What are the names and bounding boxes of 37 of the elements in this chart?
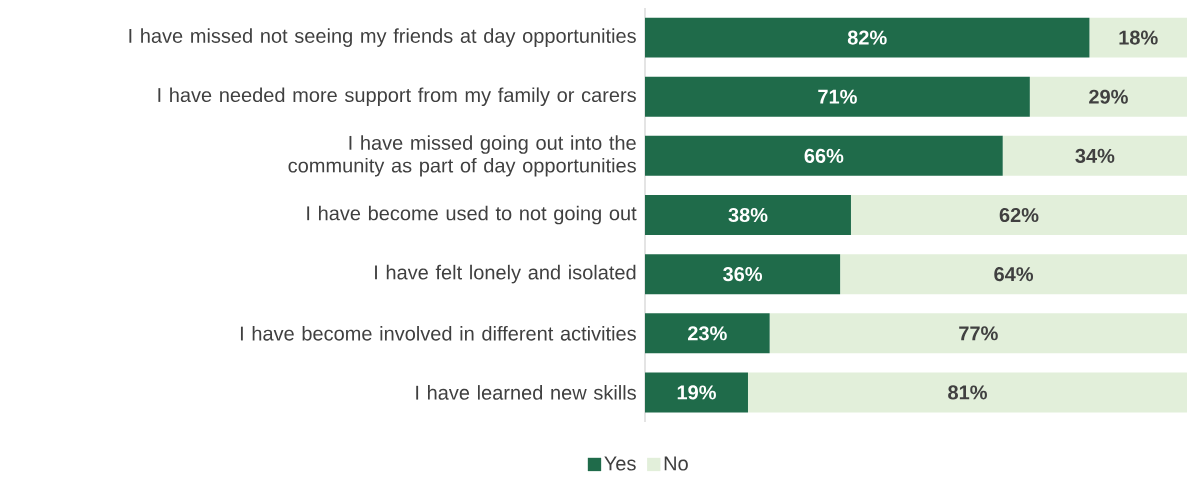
bar <box>645 372 748 413</box>
data-label: 23% <box>688 326 727 341</box>
data-label: 71% <box>818 89 857 104</box>
bar <box>645 76 1030 117</box>
y-tick-label: I have missed not seeing my friends at day opportunities <box>129 28 636 47</box>
data-label: 81% <box>948 385 987 400</box>
y-tick-label: I have become used to not going out <box>307 205 637 225</box>
data-label: 36% <box>723 267 763 282</box>
y-tick-label: I have become involved in different activities <box>240 325 636 341</box>
bar <box>1002 135 1187 176</box>
data-label: 34% <box>1075 148 1115 163</box>
bar <box>645 135 1003 176</box>
bar <box>840 254 1187 295</box>
data-label: 19% <box>677 385 716 400</box>
y-tick-label: I have needed more support from my family or carers <box>158 87 636 107</box>
bar <box>747 372 1187 413</box>
y-tick-label: I have missed going out into the community as part of day opportunities <box>288 135 636 177</box>
data-label: 82% <box>847 30 887 45</box>
bar <box>645 313 770 354</box>
bar <box>769 313 1187 354</box>
bar <box>1029 76 1187 117</box>
data-label: 18% <box>1119 30 1158 45</box>
bar <box>850 195 1187 236</box>
bar <box>645 195 851 236</box>
data-label: 64% <box>994 267 1034 282</box>
y-tick-label: I have felt lonely and isolated <box>375 264 636 284</box>
data-label: 38% <box>728 207 768 223</box>
data-label: 62% <box>999 207 1039 223</box>
data-label: 29% <box>1089 89 1128 104</box>
data-label: 66% <box>804 148 844 163</box>
bar <box>1089 17 1187 58</box>
bar <box>645 254 841 295</box>
bar <box>645 17 1090 58</box>
legend-label: No <box>664 456 688 471</box>
legend-label: Yes <box>604 456 636 471</box>
y-tick-label: I have learned new skills <box>416 385 636 400</box>
data-label: 77% <box>959 326 998 341</box>
